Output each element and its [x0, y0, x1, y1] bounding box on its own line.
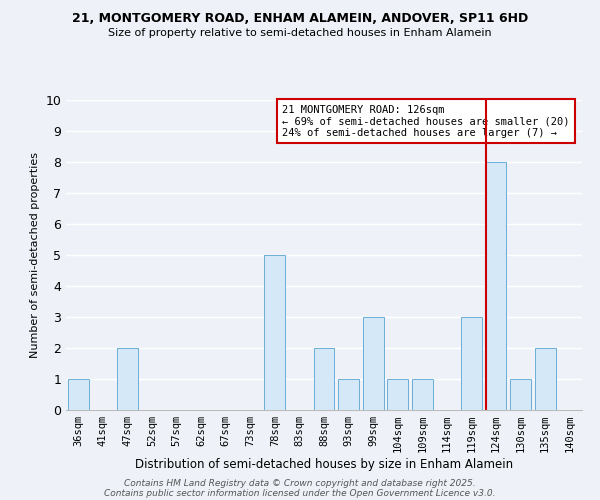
Bar — [338, 379, 359, 410]
Bar — [117, 348, 138, 410]
Text: Contains public sector information licensed under the Open Government Licence v3: Contains public sector information licen… — [104, 488, 496, 498]
Bar — [362, 317, 383, 410]
Text: Contains HM Land Registry data © Crown copyright and database right 2025.: Contains HM Land Registry data © Crown c… — [124, 478, 476, 488]
Bar — [510, 379, 531, 410]
Bar — [387, 379, 408, 410]
Y-axis label: Number of semi-detached properties: Number of semi-detached properties — [30, 152, 40, 358]
Bar — [412, 379, 433, 410]
Bar — [461, 317, 482, 410]
Bar — [535, 348, 556, 410]
Text: 21, MONTGOMERY ROAD, ENHAM ALAMEIN, ANDOVER, SP11 6HD: 21, MONTGOMERY ROAD, ENHAM ALAMEIN, ANDO… — [72, 12, 528, 26]
Text: 21 MONTGOMERY ROAD: 126sqm
← 69% of semi-detached houses are smaller (20)
24% of: 21 MONTGOMERY ROAD: 126sqm ← 69% of semi… — [282, 104, 570, 138]
Bar — [265, 255, 286, 410]
Bar — [485, 162, 506, 410]
Bar — [314, 348, 334, 410]
X-axis label: Distribution of semi-detached houses by size in Enham Alamein: Distribution of semi-detached houses by … — [135, 458, 513, 471]
Text: Size of property relative to semi-detached houses in Enham Alamein: Size of property relative to semi-detach… — [108, 28, 492, 38]
Bar — [68, 379, 89, 410]
